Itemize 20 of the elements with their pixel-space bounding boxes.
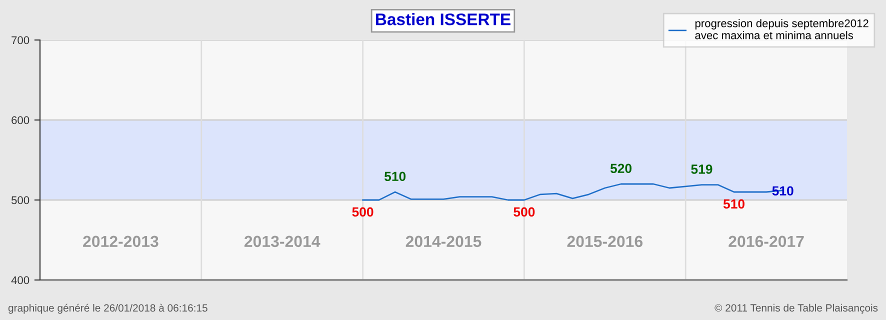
y-tick-label: 600 [12, 116, 30, 124]
legend-label: progression depuis septembre2012 avec maxima et minima annuels [695, 19, 868, 40]
data-label: 510 [723, 199, 744, 209]
annotation: 2016-2017 [728, 236, 804, 248]
data-label: 510 [772, 186, 794, 196]
data-label: 500 [514, 207, 535, 217]
data-label: 500 [352, 207, 374, 217]
data-label: 520 [610, 164, 632, 174]
data-label: 519 [691, 164, 712, 174]
annotation: 2015-2016 [567, 236, 643, 248]
data-label: 510 [384, 172, 406, 182]
y-tick-label: 400 [11, 276, 30, 284]
text: graphique généré le 26/01/2018 à 06:16:15 [8, 304, 208, 314]
annotation: 2014-2015 [406, 236, 482, 248]
y-tick-label: 500 [11, 196, 30, 204]
text: © 2011 Tennis de Table Plaisançois [714, 304, 878, 314]
chart-title: Bastien ISSERTE [376, 13, 510, 26]
annotation: 2013-2014 [244, 236, 320, 248]
y-tick-label: 700 [12, 36, 30, 44]
annotation: 2012-2013 [83, 236, 158, 248]
